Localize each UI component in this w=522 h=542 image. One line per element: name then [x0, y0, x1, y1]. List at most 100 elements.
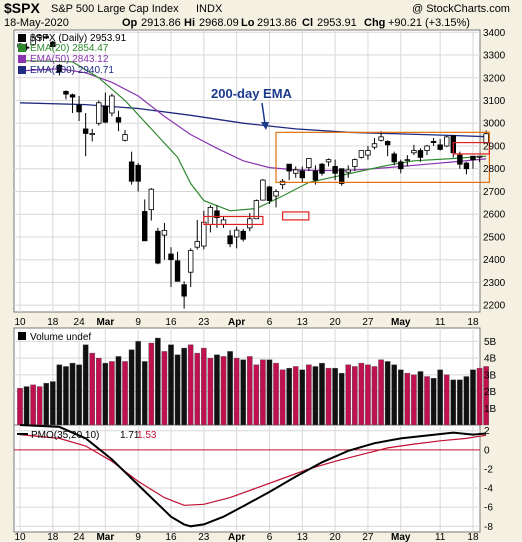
volume-bar [378, 359, 384, 426]
x-tick-label: 18 [467, 532, 479, 542]
volume-bar [43, 382, 50, 426]
candle-up [260, 179, 266, 201]
x-tick-label: 24 [74, 532, 86, 542]
candle-up [89, 133, 95, 136]
candle-up [273, 191, 279, 197]
candle-down [69, 94, 76, 98]
candle-up [96, 102, 102, 124]
x-tick-label: 16 [165, 532, 177, 542]
candle-down [181, 284, 187, 297]
x-tick-label: Apr [228, 532, 245, 542]
volume-bar [115, 356, 122, 426]
price-legend-swatch [18, 34, 26, 42]
volume-bar [450, 379, 457, 426]
candle-down [174, 260, 181, 282]
price-y-tick-label: 3200 [483, 73, 506, 84]
x-tick-label: 11 [435, 532, 446, 542]
candle-down [50, 41, 56, 48]
volume-bar [352, 366, 358, 426]
consolidation-box [275, 131, 490, 183]
volume-bar [82, 344, 89, 426]
volume-bar [89, 352, 96, 426]
volume-bar [266, 359, 273, 426]
volume-bar [404, 372, 411, 426]
symbol-label: $SPX [4, 0, 40, 16]
x-tick-label: Mar [96, 317, 114, 328]
chg-value: +90.21 (+3.15%) [388, 17, 470, 29]
candle-up [325, 159, 332, 163]
volume-bar [36, 386, 43, 426]
candle-down [240, 230, 246, 240]
gap-box [452, 141, 490, 155]
x-tick-label: Apr [228, 317, 245, 328]
lo-label: Lo [241, 17, 255, 29]
volume-bar [128, 349, 135, 426]
volume-bar [56, 364, 63, 426]
volume-bar [50, 381, 56, 426]
index-name: S&P 500 Large Cap Index [51, 3, 179, 15]
volume-bar [17, 388, 23, 426]
volume-bar [187, 344, 194, 426]
volume-bar [417, 371, 424, 426]
x-tick-label: 27 [362, 317, 374, 328]
candle-up [424, 145, 430, 151]
volume-bar [148, 342, 155, 426]
ema20-legend-swatch [18, 44, 26, 52]
candle-up [220, 219, 227, 225]
ema50-legend: EMA(50) 2843.12 [30, 54, 109, 65]
chg-label: Chg [364, 17, 386, 29]
ema200-legend: EMA(200) 2940.71 [30, 65, 114, 76]
x-tick-label: 6 [267, 532, 273, 542]
volume-bar [312, 366, 319, 426]
pmo-y-tick-label: -2 [484, 464, 493, 475]
volume-bar [470, 369, 476, 426]
volume-bar [411, 374, 417, 426]
candle-down [214, 210, 220, 219]
annotation-arrow-head [261, 122, 269, 130]
volume-y-tick-label: 2B [484, 387, 497, 398]
volume-bar [23, 386, 30, 426]
candle-down [43, 36, 49, 39]
lo-value: 2913.86 [257, 17, 297, 29]
volume-bar [332, 367, 338, 426]
candle-up [187, 250, 194, 273]
volume-bar [391, 364, 398, 426]
candle-down [266, 186, 273, 201]
x-tick-label: May [391, 317, 411, 328]
volume-bar [246, 356, 253, 426]
volume-bar [174, 354, 181, 426]
price-legend: $SPX (Daily) 2953.91 [30, 33, 127, 44]
volume-bar [220, 356, 227, 426]
volume-bar [299, 369, 306, 426]
pmo-y-tick-label: -4 [484, 484, 493, 495]
x-tick-label: 9 [135, 532, 141, 542]
candle-down [76, 104, 82, 113]
price-y-tick-label: 3000 [483, 119, 506, 130]
candle-down [155, 230, 161, 264]
volume-bar [109, 361, 115, 426]
candle-down [63, 91, 69, 95]
candle-down [430, 141, 437, 143]
price-y-tick-label: 3100 [483, 96, 506, 107]
x-tick-label: 20 [330, 532, 342, 542]
ema200-annotation: 200-day EMA [211, 86, 293, 101]
x-tick-label: 27 [362, 532, 374, 542]
gap-box [282, 211, 310, 221]
volume-bar [253, 364, 260, 426]
volume-bar [240, 359, 247, 426]
pmo-line [19, 424, 487, 528]
x-tick-label: 18 [47, 317, 59, 328]
x-tick-label: 23 [198, 317, 210, 328]
candle-up [476, 155, 483, 158]
volume-label: Volume undef [30, 332, 91, 343]
candle-up [365, 150, 371, 156]
price-y-tick-label: 3400 [483, 28, 506, 39]
volume-bar [227, 351, 233, 426]
volume-legend-swatch [18, 332, 26, 340]
volume-bar [30, 384, 36, 426]
candle-up [161, 229, 168, 236]
pmo-y-tick-label: -6 [484, 503, 493, 514]
candle-down [102, 105, 109, 123]
volume-bar [201, 347, 207, 426]
